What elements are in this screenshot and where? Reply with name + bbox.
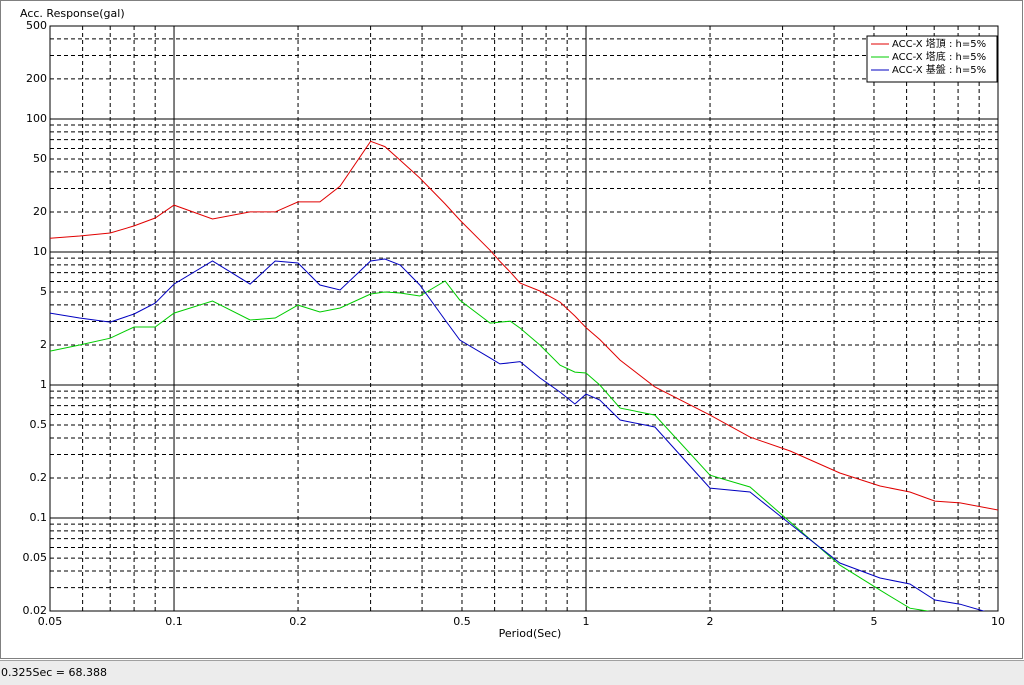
x-tick-label: 5: [870, 615, 877, 628]
series-line: [50, 258, 986, 611]
y-tick-label: 0.5: [30, 418, 48, 431]
y-tick-label: 20: [33, 205, 47, 218]
x-axis-title: Period(Sec): [499, 627, 562, 640]
legend-label: ACC-X 塔底 : h=5%: [892, 50, 986, 63]
x-tick-label: 10: [991, 615, 1005, 628]
y-tick-label: 0.02: [23, 604, 48, 617]
plot-frame: [49, 25, 999, 612]
y-tick-label: 50: [33, 152, 47, 165]
y-tick-label: 0.05: [23, 551, 48, 564]
x-tick-label: 0.05: [38, 615, 63, 628]
x-tick-label: 0.2: [289, 615, 307, 628]
x-tick-label: 0.1: [165, 615, 183, 628]
y-tick-label: 2: [40, 338, 47, 351]
y-tick-label: 0.2: [30, 471, 48, 484]
y-tick-label: 0.1: [30, 511, 48, 524]
plot-lines: [50, 140, 998, 611]
status-bar: 0.325Sec = 68.388: [0, 660, 1024, 685]
y-tick-label: 200: [26, 72, 47, 85]
series-line: [50, 280, 931, 611]
y-axis-title: Acc. Response(gal): [20, 7, 125, 20]
x-tick-label: 1: [583, 615, 590, 628]
x-tick-label: 2: [707, 615, 714, 628]
x-tick-label: 0.5: [453, 615, 471, 628]
y-tick-label: 1: [40, 378, 47, 391]
window-frame: [0, 0, 1023, 659]
y-tick-label: 100: [26, 112, 47, 125]
series-line: [50, 140, 998, 511]
legend-label: ACC-X 塔頂 : h=5%: [892, 37, 986, 50]
legend-label: ACC-X 基盤 : h=5%: [892, 63, 986, 76]
y-tick-label: 10: [33, 245, 47, 258]
y-tick-label: 500: [26, 19, 47, 32]
chart: Acc. Response(gal) Period(Sec) 0.020.050…: [0, 0, 1023, 659]
y-tick-label: 5: [40, 285, 47, 298]
